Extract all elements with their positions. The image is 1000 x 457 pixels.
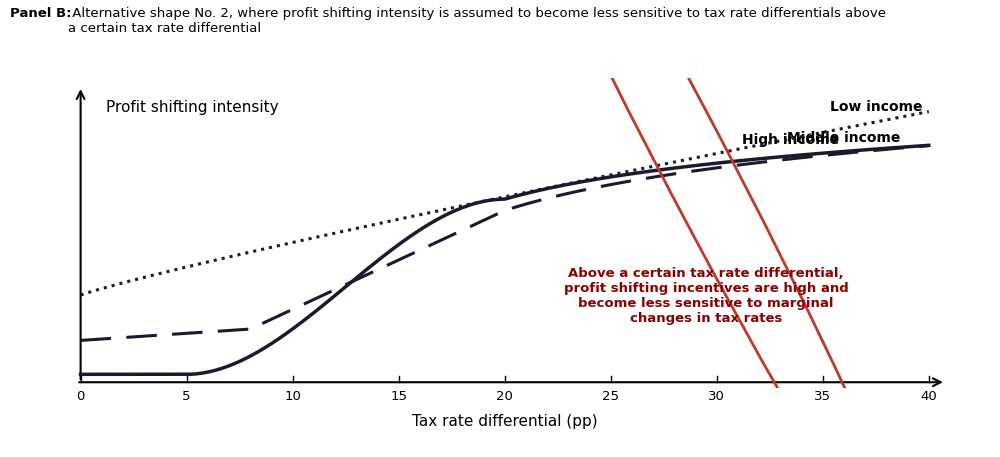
Text: Tax rate differential (pp): Tax rate differential (pp) xyxy=(412,414,598,429)
Text: 15: 15 xyxy=(390,390,407,403)
Text: Middle income: Middle income xyxy=(787,131,901,145)
Text: High income: High income xyxy=(742,133,840,148)
Text: 0: 0 xyxy=(76,390,85,403)
Text: 10: 10 xyxy=(284,390,301,403)
Text: 35: 35 xyxy=(814,390,831,403)
Text: Alternative shape No. 2, where profit shifting intensity is assumed to become le: Alternative shape No. 2, where profit sh… xyxy=(68,7,886,35)
Text: 5: 5 xyxy=(182,390,191,403)
Text: Above a certain tax rate differential,
profit shifting incentives are high and
b: Above a certain tax rate differential, p… xyxy=(564,267,849,325)
Text: 40: 40 xyxy=(920,390,937,403)
Text: Panel B:: Panel B: xyxy=(10,7,72,20)
Text: 30: 30 xyxy=(708,390,725,403)
Text: Low income: Low income xyxy=(830,100,922,114)
Text: 20: 20 xyxy=(496,390,513,403)
Text: Profit shifting intensity: Profit shifting intensity xyxy=(106,100,279,115)
Text: 25: 25 xyxy=(602,390,619,403)
